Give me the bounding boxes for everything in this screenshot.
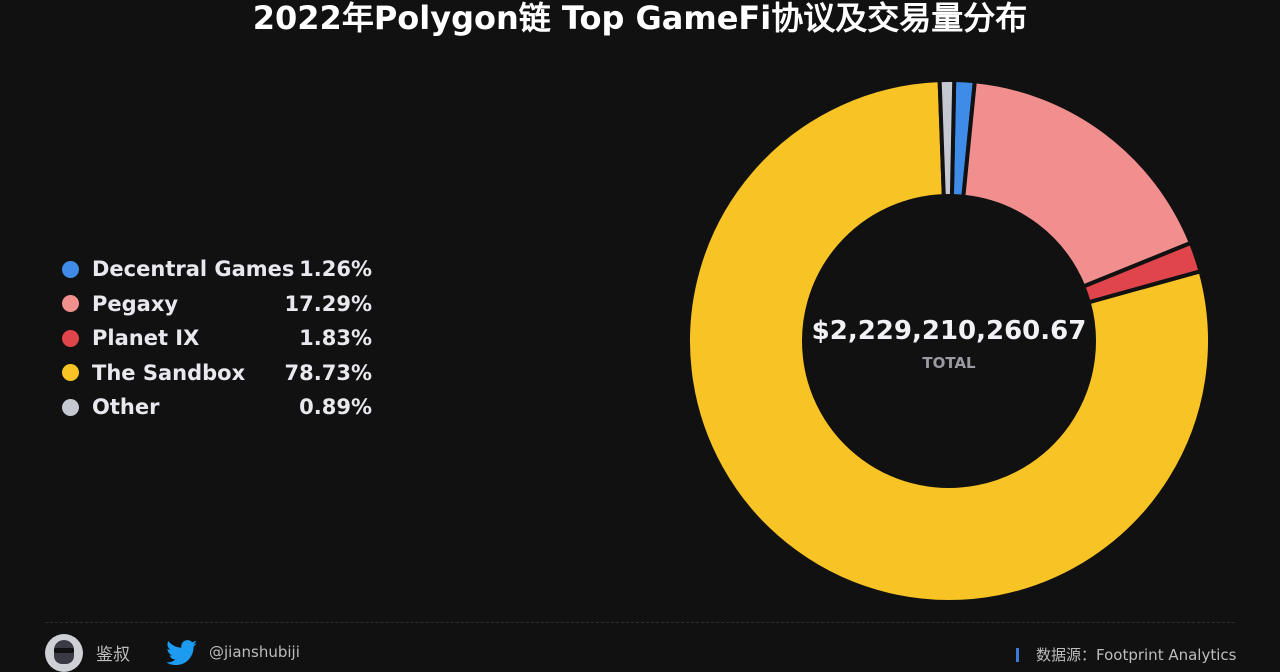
legend-dot-other	[62, 398, 79, 416]
legend-dot-decentral-games	[62, 260, 79, 278]
data-source: 数据源：Footprint Analytics	[1036, 646, 1237, 664]
footer: 鉴叔 @jianshubiji 数据源：Footprint Analytics	[0, 632, 1280, 672]
footer-divider	[45, 622, 1235, 623]
legend-dot-pegaxy	[62, 295, 79, 313]
legend-percent: 1.26%	[299, 257, 372, 282]
author-avatar	[45, 634, 83, 672]
center-total-label: TOTAL	[922, 354, 976, 372]
legend-label: Pegaxy	[92, 291, 179, 316]
donut-slice-the-sandbox[interactable]	[686, 78, 1212, 604]
legend-label: Other	[92, 395, 160, 420]
legend-percent: 1.83%	[299, 326, 372, 351]
legend-percent: 78.73%	[284, 360, 372, 385]
legend-item-other[interactable]: Other 0.89%	[62, 390, 372, 425]
source-accent-bar	[1016, 648, 1019, 662]
legend-item-the-sandbox[interactable]: The Sandbox 78.73%	[62, 356, 372, 391]
legend-label: The Sandbox	[92, 360, 246, 385]
legend-percent: 17.29%	[284, 291, 372, 316]
donut-slice-other[interactable]	[937, 78, 957, 199]
center-total-value: $2,229,210,260.67	[812, 316, 1087, 346]
chart-title: 2022年Polygon链 Top GameFi协议及交易量分布	[252, 0, 1028, 37]
twitter-bird-icon[interactable]	[166, 640, 198, 666]
avatar-glasses	[54, 648, 74, 653]
legend-label: Planet IX	[92, 326, 200, 351]
donut-chart: $2,229,210,260.67 TOTAL	[686, 78, 1212, 604]
author-name: 鉴叔	[96, 645, 130, 665]
legend-dot-the-sandbox	[62, 364, 79, 382]
chart-legend: Decentral Games 1.26% Pegaxy 17.29% Plan…	[62, 252, 372, 425]
author-handle[interactable]: @jianshubiji	[209, 643, 300, 661]
legend-label: Decentral Games	[92, 257, 295, 282]
legend-percent: 0.89%	[299, 395, 372, 420]
legend-item-planet-ix[interactable]: Planet IX 1.83%	[62, 321, 372, 356]
legend-dot-planet-ix	[62, 329, 79, 347]
legend-item-decentral-games[interactable]: Decentral Games 1.26%	[62, 252, 372, 287]
legend-item-pegaxy[interactable]: Pegaxy 17.29%	[62, 287, 372, 322]
donut-slice-pegaxy[interactable]	[961, 79, 1193, 289]
donut-slices	[686, 78, 1212, 604]
